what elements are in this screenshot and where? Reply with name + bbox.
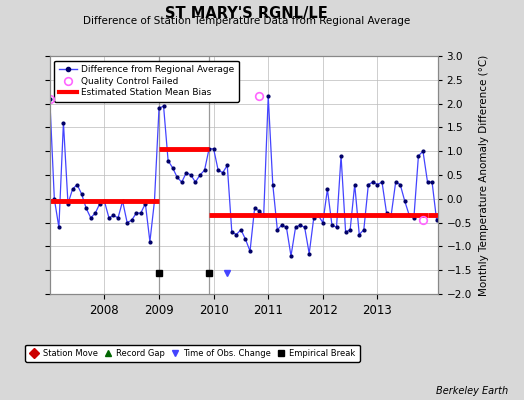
Legend: Difference from Regional Average, Quality Control Failed, Estimated Station Mean: Difference from Regional Average, Qualit… bbox=[54, 60, 239, 102]
Text: Berkeley Earth: Berkeley Earth bbox=[436, 386, 508, 396]
Legend: Station Move, Record Gap, Time of Obs. Change, Empirical Break: Station Move, Record Gap, Time of Obs. C… bbox=[25, 344, 360, 362]
Y-axis label: Monthly Temperature Anomaly Difference (°C): Monthly Temperature Anomaly Difference (… bbox=[479, 54, 489, 296]
Text: ST MARY'S RGNL/LE: ST MARY'S RGNL/LE bbox=[165, 6, 328, 21]
Text: Difference of Station Temperature Data from Regional Average: Difference of Station Temperature Data f… bbox=[83, 16, 410, 26]
